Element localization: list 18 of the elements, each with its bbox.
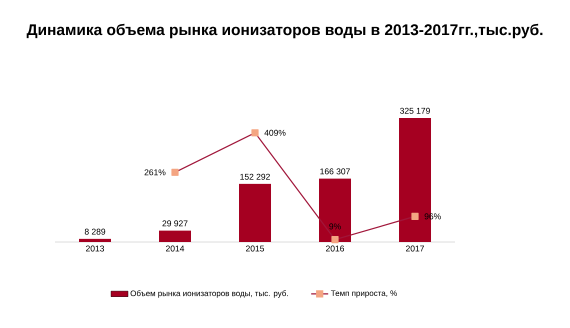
data-label: 152 292 [240, 174, 270, 180]
bar [319, 178, 352, 242]
data-label: 9% [329, 223, 341, 230]
data-label: 261% [144, 169, 166, 176]
data-label: 166 307 [320, 168, 350, 174]
bar [159, 230, 192, 242]
data-label: 8 289 [84, 228, 106, 235]
x-tick-label: 2015 [246, 246, 264, 252]
x-tick-label: 2014 [166, 246, 184, 252]
x-tick-label: 2016 [326, 246, 344, 252]
chart-title: Динамика объема рынка ионизаторов воды в 2013-2017гг.,тыс.руб. [26, 24, 542, 38]
bar [239, 184, 272, 242]
bar [79, 238, 112, 242]
x-tick-label: 2013 [86, 246, 104, 252]
data-label: 409% [264, 130, 286, 136]
x-tick-label: 2017 [406, 246, 424, 252]
data-label: 325 179 [400, 108, 430, 114]
data-label: 29 927 [162, 220, 188, 226]
